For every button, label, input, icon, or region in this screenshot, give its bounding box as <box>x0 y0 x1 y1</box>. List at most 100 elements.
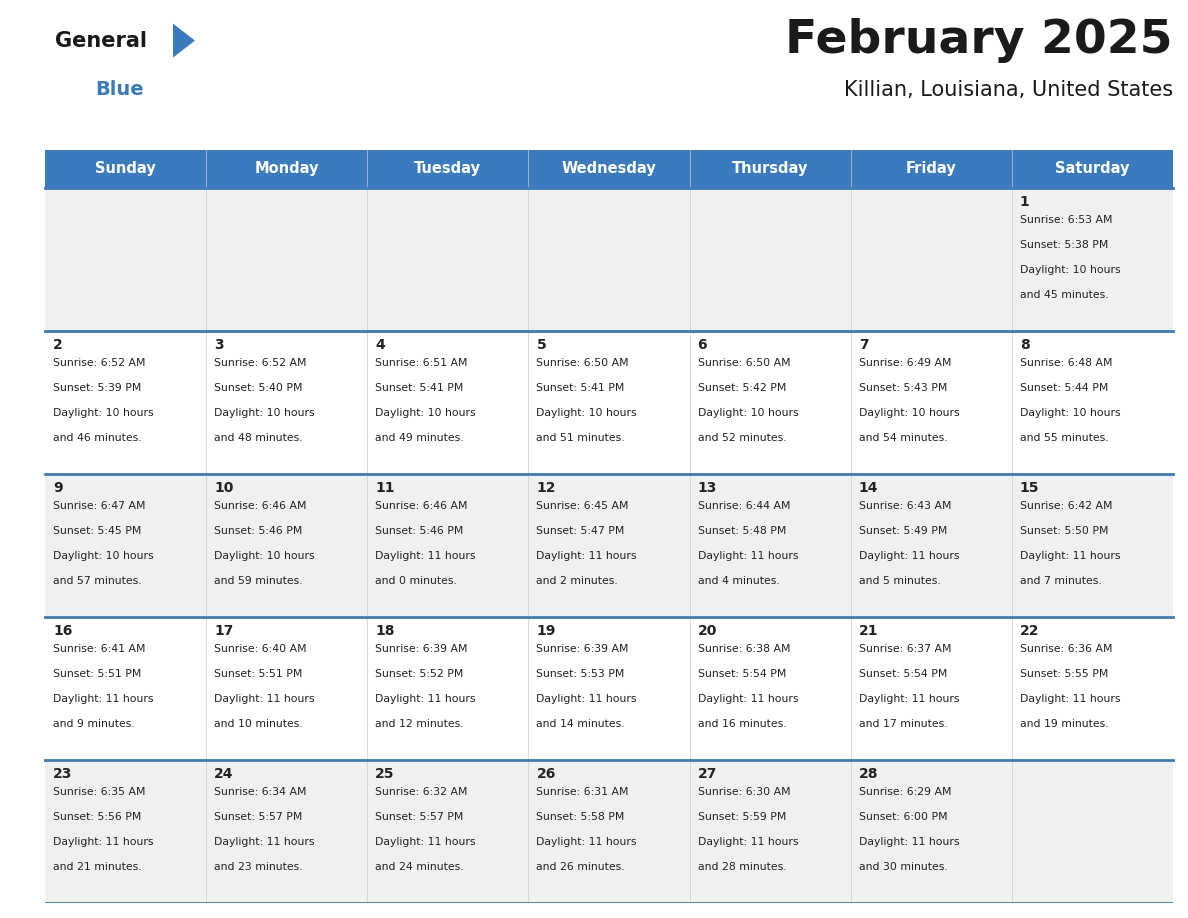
Text: 16: 16 <box>53 624 72 638</box>
Text: Daylight: 11 hours: Daylight: 11 hours <box>697 837 798 847</box>
FancyBboxPatch shape <box>1012 331 1173 474</box>
Text: and 24 minutes.: and 24 minutes. <box>375 862 463 872</box>
Text: 26: 26 <box>537 767 556 781</box>
Text: Sunrise: 6:35 AM: Sunrise: 6:35 AM <box>53 787 145 797</box>
Text: Saturday: Saturday <box>1055 162 1130 176</box>
Text: 15: 15 <box>1019 481 1040 495</box>
Text: 11: 11 <box>375 481 394 495</box>
Text: Sunset: 5:51 PM: Sunset: 5:51 PM <box>53 669 141 679</box>
Text: Sunrise: 6:50 AM: Sunrise: 6:50 AM <box>537 358 630 368</box>
Text: 9: 9 <box>53 481 63 495</box>
Text: Daylight: 10 hours: Daylight: 10 hours <box>53 408 153 418</box>
Text: and 30 minutes.: and 30 minutes. <box>859 862 948 872</box>
FancyBboxPatch shape <box>207 331 367 474</box>
Text: 24: 24 <box>214 767 234 781</box>
Text: Sunset: 5:42 PM: Sunset: 5:42 PM <box>697 383 786 393</box>
FancyBboxPatch shape <box>529 150 689 188</box>
Text: 28: 28 <box>859 767 878 781</box>
Text: 21: 21 <box>859 624 878 638</box>
Text: Daylight: 11 hours: Daylight: 11 hours <box>697 694 798 704</box>
Text: 1: 1 <box>1019 195 1030 209</box>
Text: 27: 27 <box>697 767 716 781</box>
Text: 2: 2 <box>53 338 63 352</box>
Text: Daylight: 11 hours: Daylight: 11 hours <box>697 551 798 561</box>
Text: Daylight: 10 hours: Daylight: 10 hours <box>375 408 476 418</box>
Text: Daylight: 10 hours: Daylight: 10 hours <box>1019 265 1120 275</box>
FancyBboxPatch shape <box>689 474 851 617</box>
Text: and 52 minutes.: and 52 minutes. <box>697 433 786 443</box>
FancyBboxPatch shape <box>45 617 207 760</box>
Text: Sunrise: 6:37 AM: Sunrise: 6:37 AM <box>859 644 952 654</box>
Text: February 2025: February 2025 <box>785 18 1173 63</box>
Text: Sunset: 5:55 PM: Sunset: 5:55 PM <box>1019 669 1108 679</box>
FancyBboxPatch shape <box>689 150 851 188</box>
Text: Sunset: 5:45 PM: Sunset: 5:45 PM <box>53 526 141 536</box>
Text: Sunrise: 6:36 AM: Sunrise: 6:36 AM <box>1019 644 1112 654</box>
Text: Daylight: 11 hours: Daylight: 11 hours <box>53 837 153 847</box>
Text: Daylight: 11 hours: Daylight: 11 hours <box>859 551 959 561</box>
Text: Daylight: 11 hours: Daylight: 11 hours <box>375 551 475 561</box>
Text: Daylight: 11 hours: Daylight: 11 hours <box>1019 551 1120 561</box>
Text: and 14 minutes.: and 14 minutes. <box>537 719 625 729</box>
Text: Daylight: 10 hours: Daylight: 10 hours <box>697 408 798 418</box>
Text: Sunset: 5:54 PM: Sunset: 5:54 PM <box>859 669 947 679</box>
Text: 25: 25 <box>375 767 394 781</box>
FancyBboxPatch shape <box>45 150 207 188</box>
Text: Sunrise: 6:47 AM: Sunrise: 6:47 AM <box>53 501 145 511</box>
Polygon shape <box>173 24 195 58</box>
FancyBboxPatch shape <box>851 331 1012 474</box>
Text: 22: 22 <box>1019 624 1040 638</box>
Text: Daylight: 10 hours: Daylight: 10 hours <box>537 408 637 418</box>
Text: and 16 minutes.: and 16 minutes. <box>697 719 786 729</box>
Text: Sunset: 5:41 PM: Sunset: 5:41 PM <box>537 383 625 393</box>
Text: and 21 minutes.: and 21 minutes. <box>53 862 141 872</box>
Text: 3: 3 <box>214 338 223 352</box>
Text: and 5 minutes.: and 5 minutes. <box>859 577 941 586</box>
FancyBboxPatch shape <box>851 188 1012 331</box>
Text: Sunset: 5:47 PM: Sunset: 5:47 PM <box>537 526 625 536</box>
Text: and 48 minutes.: and 48 minutes. <box>214 433 303 443</box>
Text: Sunrise: 6:32 AM: Sunrise: 6:32 AM <box>375 787 468 797</box>
Text: Wednesday: Wednesday <box>562 162 657 176</box>
Text: Sunset: 5:48 PM: Sunset: 5:48 PM <box>697 526 786 536</box>
Text: Daylight: 11 hours: Daylight: 11 hours <box>214 694 315 704</box>
FancyBboxPatch shape <box>207 760 367 903</box>
Text: and 2 minutes.: and 2 minutes. <box>537 577 618 586</box>
FancyBboxPatch shape <box>45 474 207 617</box>
FancyBboxPatch shape <box>207 617 367 760</box>
Text: Daylight: 11 hours: Daylight: 11 hours <box>1019 694 1120 704</box>
Text: Sunrise: 6:51 AM: Sunrise: 6:51 AM <box>375 358 468 368</box>
Text: 18: 18 <box>375 624 394 638</box>
Text: and 9 minutes.: and 9 minutes. <box>53 719 134 729</box>
Text: Sunrise: 6:48 AM: Sunrise: 6:48 AM <box>1019 358 1112 368</box>
FancyBboxPatch shape <box>689 760 851 903</box>
Text: 19: 19 <box>537 624 556 638</box>
Text: and 46 minutes.: and 46 minutes. <box>53 433 141 443</box>
Text: Sunrise: 6:53 AM: Sunrise: 6:53 AM <box>1019 215 1112 225</box>
Text: 7: 7 <box>859 338 868 352</box>
Text: Daylight: 11 hours: Daylight: 11 hours <box>537 837 637 847</box>
FancyBboxPatch shape <box>367 150 529 188</box>
FancyBboxPatch shape <box>529 474 689 617</box>
Text: and 55 minutes.: and 55 minutes. <box>1019 433 1108 443</box>
Text: Tuesday: Tuesday <box>415 162 481 176</box>
FancyBboxPatch shape <box>367 188 529 331</box>
FancyBboxPatch shape <box>529 760 689 903</box>
Text: Daylight: 10 hours: Daylight: 10 hours <box>53 551 153 561</box>
FancyBboxPatch shape <box>367 331 529 474</box>
Text: and 28 minutes.: and 28 minutes. <box>697 862 786 872</box>
Text: 12: 12 <box>537 481 556 495</box>
Text: Sunset: 5:46 PM: Sunset: 5:46 PM <box>214 526 303 536</box>
FancyBboxPatch shape <box>367 760 529 903</box>
FancyBboxPatch shape <box>207 150 367 188</box>
Text: 4: 4 <box>375 338 385 352</box>
Text: Daylight: 11 hours: Daylight: 11 hours <box>53 694 153 704</box>
FancyBboxPatch shape <box>851 617 1012 760</box>
Text: and 7 minutes.: and 7 minutes. <box>1019 577 1101 586</box>
Text: Sunrise: 6:52 AM: Sunrise: 6:52 AM <box>53 358 145 368</box>
Text: and 0 minutes.: and 0 minutes. <box>375 577 457 586</box>
Text: Daylight: 10 hours: Daylight: 10 hours <box>1019 408 1120 418</box>
Text: Sunset: 5:46 PM: Sunset: 5:46 PM <box>375 526 463 536</box>
Text: Sunset: 5:51 PM: Sunset: 5:51 PM <box>214 669 303 679</box>
FancyBboxPatch shape <box>367 617 529 760</box>
